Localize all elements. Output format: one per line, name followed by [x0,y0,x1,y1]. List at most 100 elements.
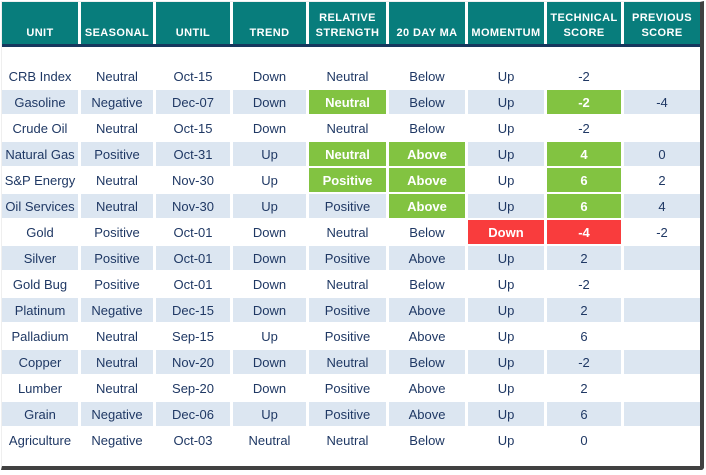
column-header-technical-score: TECHNICAL SCORE [547,2,621,44]
cell-relative-strength: Positive [309,194,386,218]
cell-seasonal: Negative [81,90,153,114]
cell-until: Oct-01 [156,220,230,244]
cell-seasonal: Neutral [81,116,153,140]
cell-technical-score: 2 [547,246,621,270]
cell-seasonal: Positive [81,272,153,296]
cell-technical-score: 0 [547,428,621,452]
cell-technical-score: -2 [547,272,621,296]
column-header-20-day-ma: 20 DAY MA [389,2,465,44]
cell-20-day-ma: Below [389,220,465,244]
column-header-trend: TREND [233,2,306,44]
cell-trend: Down [233,90,306,114]
cell-until: Nov-30 [156,194,230,218]
cell-previous-score: 0 [624,142,700,166]
cell-seasonal: Positive [81,220,153,244]
table-row-silver: Silver Positive Oct-01 Down Positive Above Up 2 [2,246,700,270]
cell-unit: Crude Oil [2,116,78,140]
cell-previous-score [624,402,700,426]
column-header-seasonal: SEASONAL [81,2,153,44]
cell-momentum: Up [468,376,544,400]
cell-unit: Grain [2,402,78,426]
table-row-lumber: Lumber Neutral Sep-20 Down Positive Above Up 2 [2,376,700,400]
cell-unit: Platinum [2,298,78,322]
cell-until: Sep-15 [156,324,230,348]
cell-momentum: Up [468,428,544,452]
header-row: UNIT SEASONAL UNTIL TREND RELATIVE STRENGTH 2… [2,2,700,44]
cell-unit: Agriculture [2,428,78,452]
cell-technical-score: 6 [547,168,621,192]
cell-20-day-ma: Below [389,116,465,140]
cell-until: Oct-01 [156,272,230,296]
cell-unit: Gasoline [2,90,78,114]
cell-unit: Gold Bug [2,272,78,296]
cell-relative-strength: Positive [309,168,386,192]
cell-relative-strength: Positive [309,298,386,322]
cell-20-day-ma: Above [389,324,465,348]
spacer-row [2,47,700,64]
cell-unit: Oil Services [2,194,78,218]
table-row-crude-oil: Crude Oil Neutral Oct-15 Down Neutral Below Up… [2,116,700,140]
cell-until: Oct-01 [156,246,230,270]
cell-trend: Up [233,142,306,166]
cell-20-day-ma: Above [389,246,465,270]
table-row-natural-gas: Natural Gas Positive Oct-31 Up Neutral Above U… [2,142,700,166]
cell-relative-strength: Positive [309,324,386,348]
cell-previous-score: 4 [624,194,700,218]
column-header-momentum: MOMENTUM [468,2,544,44]
column-header-previous-score: PREVIOUS SCORE [624,2,700,44]
cell-trend: Up [233,168,306,192]
cell-until: Sep-20 [156,376,230,400]
table-row-palladium: Palladium Neutral Sep-15 Up Positive Above Up 6 [2,324,700,348]
cell-unit: Natural Gas [2,142,78,166]
cell-momentum: Up [468,402,544,426]
cell-previous-score [624,298,700,322]
cell-seasonal: Negative [81,428,153,452]
cell-seasonal: Neutral [81,324,153,348]
cell-trend: Up [233,324,306,348]
cell-momentum: Up [468,116,544,140]
cell-until: Oct-03 [156,428,230,452]
cell-trend: Down [233,350,306,374]
header-divider [2,44,700,47]
cell-momentum: Up [468,90,544,114]
cell-previous-score [624,246,700,270]
cell-20-day-ma: Above [389,402,465,426]
cell-seasonal: Positive [81,142,153,166]
table-row-gold-bug: Gold Bug Positive Oct-01 Down Neutral Below Up… [2,272,700,296]
column-header-unit: UNIT [2,2,78,44]
cell-seasonal: Negative [81,402,153,426]
cell-relative-strength: Neutral [309,142,386,166]
column-header-relative-strength: RELATIVE STRENGTH [309,2,386,44]
cell-momentum: Up [468,246,544,270]
cell-previous-score [624,376,700,400]
cell-momentum: Down [468,220,544,244]
cell-technical-score: -2 [547,350,621,374]
column-header-until: UNTIL [156,2,230,44]
cell-until: Dec-15 [156,298,230,322]
cell-technical-score: -2 [547,116,621,140]
cell-previous-score: 2 [624,168,700,192]
cell-until: Oct-15 [156,64,230,88]
table-row-gold: Gold Positive Oct-01 Down Neutral Below Down -4… [2,220,700,244]
table-row-agriculture: Agriculture Negative Oct-03 Neutral Neutral B… [2,428,700,452]
cell-20-day-ma: Above [389,298,465,322]
cell-relative-strength: Neutral [309,350,386,374]
cell-trend: Neutral [233,428,306,452]
cell-20-day-ma: Below [389,64,465,88]
cell-20-day-ma: Below [389,428,465,452]
table-row-grain: Grain Negative Dec-06 Up Positive Above Up 6 [2,402,700,426]
cell-until: Nov-30 [156,168,230,192]
table-row-oil-services: Oil Services Neutral Nov-30 Up Positive Above… [2,194,700,218]
cell-until: Nov-20 [156,350,230,374]
cell-unit: Palladium [2,324,78,348]
cell-20-day-ma: Above [389,376,465,400]
cell-until: Oct-15 [156,116,230,140]
cell-technical-score: 2 [547,376,621,400]
cell-relative-strength: Positive [309,402,386,426]
cell-trend: Down [233,64,306,88]
cell-relative-strength: Neutral [309,428,386,452]
cell-relative-strength: Positive [309,376,386,400]
cell-unit: Gold [2,220,78,244]
cell-relative-strength: Neutral [309,90,386,114]
